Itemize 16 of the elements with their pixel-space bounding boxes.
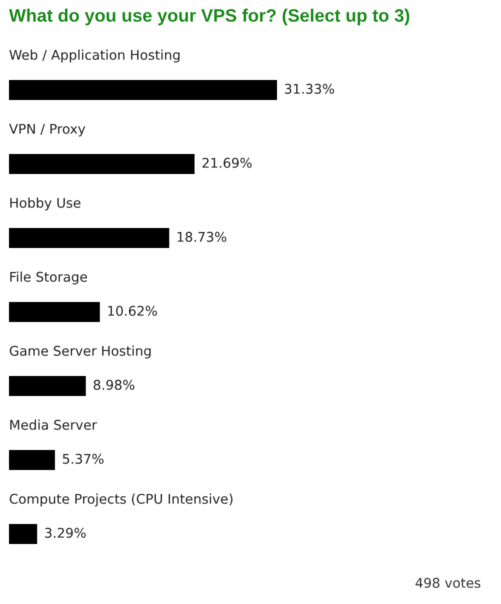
data-label: 3.29%: [45, 528, 86, 538]
data-label: 8.98%: [94, 380, 134, 390]
y-tick-label: VPN / Proxy: [9, 124, 86, 136]
data-label: 10.62%: [108, 306, 157, 316]
data-label: 31.33%: [284, 84, 334, 94]
y-tick-label: Game Server Hosting: [10, 346, 151, 358]
y-tick-label: Hobby Use: [10, 198, 80, 210]
y-tick-label: Compute Projects (CPU Intensive): [10, 494, 232, 506]
data-label: 5.37%: [62, 454, 104, 464]
y-tick-label: Media Server: [10, 420, 98, 430]
data-label: 21.69%: [202, 158, 252, 168]
data-label: 18.73%: [178, 232, 226, 242]
y-tick-label: File Storage: [10, 272, 88, 284]
text: 498 votes: [416, 578, 480, 588]
y-tick-label: Web / Application Hosting: [9, 50, 180, 62]
chart-title: What do you use your VPS for? (Select up to 3): [9, 8, 410, 26]
